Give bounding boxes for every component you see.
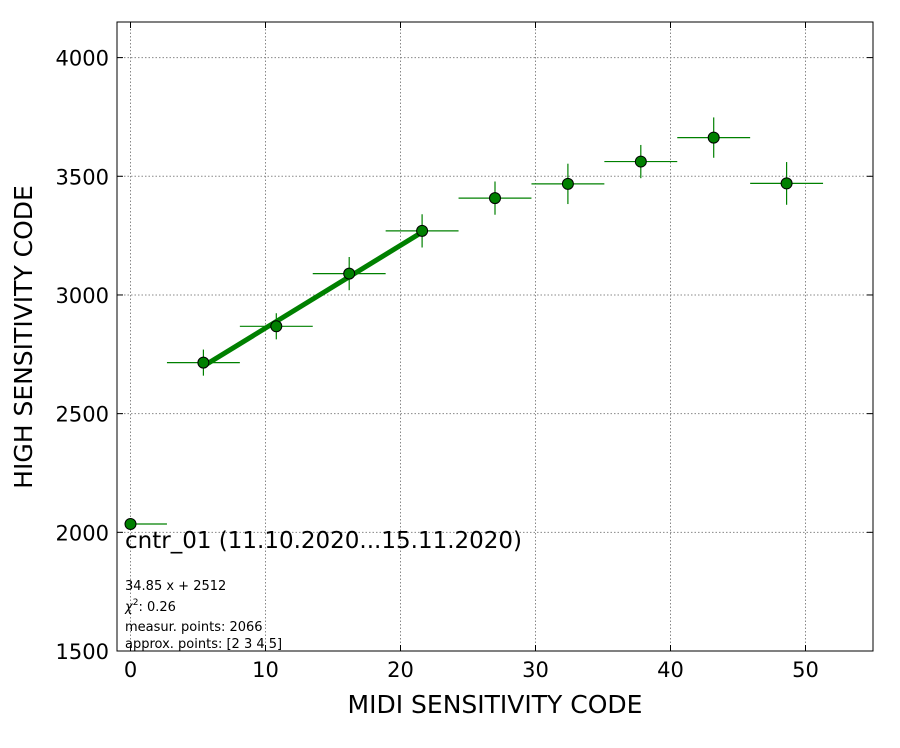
- error-bars: [130, 117, 824, 525]
- data-point: [780, 177, 793, 190]
- x-tick-label: 30: [522, 658, 549, 682]
- x-tick-label: 20: [387, 658, 414, 682]
- chi-superscript: 2: [133, 598, 139, 608]
- grid: [117, 22, 873, 651]
- approx-points: approx. points: [2 3 4 5]: [125, 637, 282, 652]
- x-tick-label: 40: [657, 658, 684, 682]
- x-tick-label: 10: [252, 658, 279, 682]
- y-tick-label: 3500: [56, 165, 109, 189]
- x-tick-label: 50: [792, 658, 819, 682]
- plot-frame: [116, 21, 874, 652]
- data-point: [634, 155, 647, 168]
- y-tick-label: 2000: [56, 521, 109, 545]
- y-tick-label: 4000: [56, 47, 109, 71]
- data-point: [707, 131, 720, 144]
- data-points: [124, 131, 793, 531]
- y-tick-label: 1500: [56, 640, 109, 664]
- data-point: [124, 518, 137, 531]
- y-tick-label: 2500: [56, 403, 109, 427]
- annotation-title: cntr_01 (11.10.2020...15.11.2020): [125, 528, 522, 554]
- x-tick-label: 0: [124, 658, 137, 682]
- y-axis-label: HIGH SENSITIVITY CODE: [9, 185, 38, 489]
- data-point: [270, 320, 283, 333]
- data-point: [197, 356, 210, 369]
- fit-equation: 34.85 x + 2512: [125, 579, 226, 594]
- chi-value: : 0.26: [138, 600, 175, 615]
- axis-ticks: 0 10 20 30 40 50 1500 2000 2500 3000 3500 4000: [56, 22, 873, 682]
- fit-line: [202, 229, 424, 369]
- x-axis-label: MIDI SENSITIVITY CODE: [348, 690, 643, 719]
- y-tick-label: 3000: [56, 284, 109, 308]
- measured-points: measur. points: 2066: [125, 620, 263, 635]
- fit-line-group: [202, 229, 424, 369]
- chi-square: χ2: 0.26: [124, 598, 176, 615]
- data-point: [561, 177, 574, 190]
- data-point: [343, 267, 356, 280]
- data-point: [489, 192, 501, 205]
- data-point: [416, 224, 429, 237]
- chi-symbol: χ: [124, 600, 134, 615]
